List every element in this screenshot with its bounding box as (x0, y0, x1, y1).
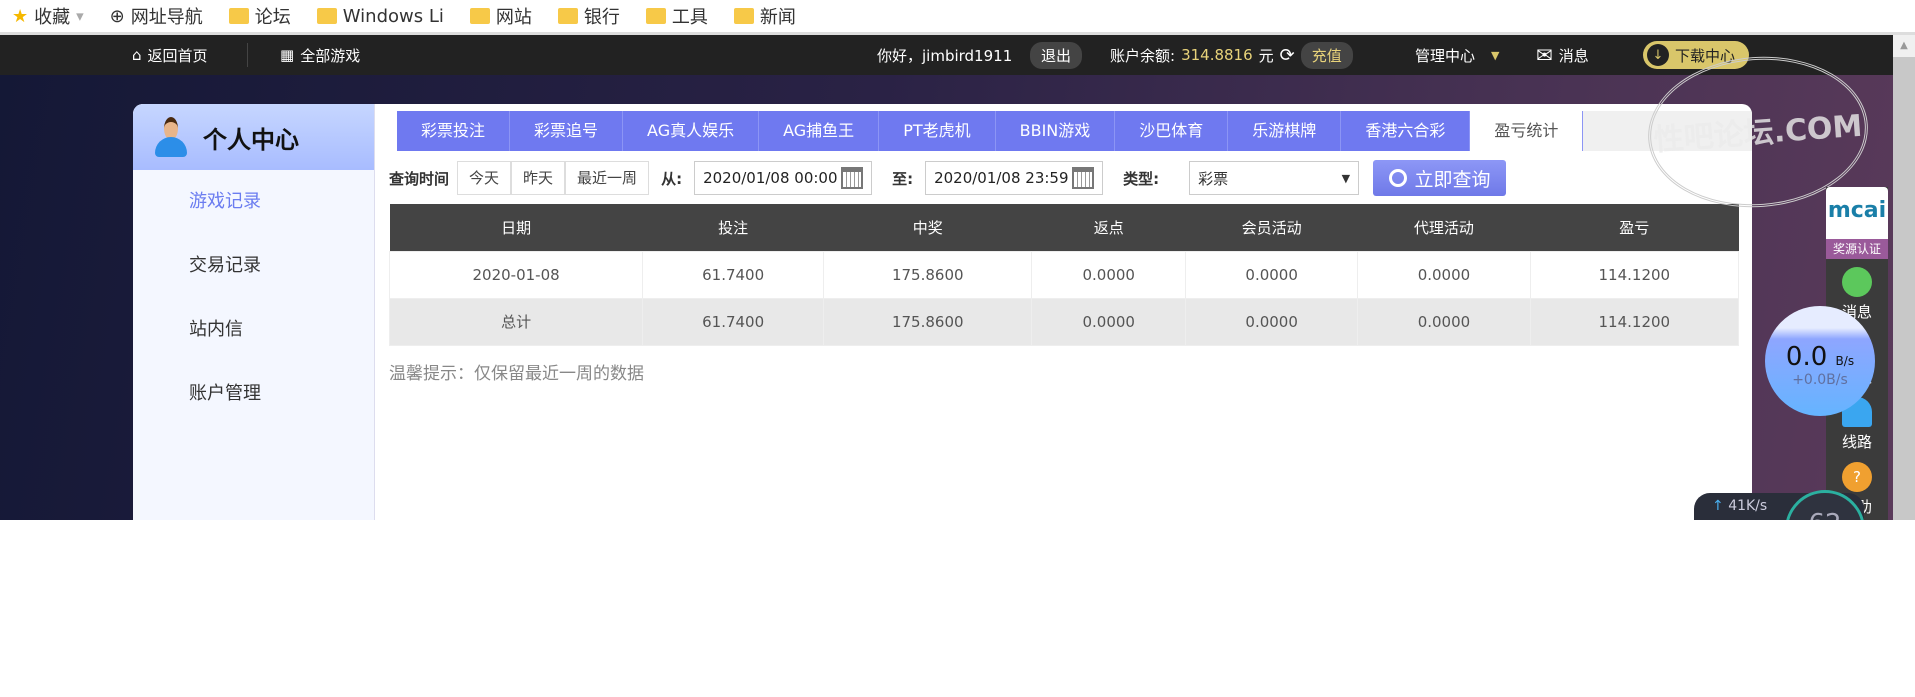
sidebar-header: 个人中心 (133, 104, 374, 170)
caret-down-icon: ▼ (1341, 171, 1351, 185)
tab[interactable]: PT老虎机 (879, 111, 996, 151)
balance: 账户余额: 314.8816 元 ⟳ 充值 (1110, 35, 1353, 75)
tab[interactable]: AG捕鱼王 (759, 111, 880, 151)
messages-link[interactable]: ✉ 消息 (1536, 43, 1589, 67)
page-viewport: ⌂ 返回首页 ▦ 全部游戏 你好，jimbird1911 退出 账户余额: 314.8… (0, 35, 1893, 520)
chat-icon (1842, 267, 1872, 297)
recharge-button[interactable]: 充值 (1300, 41, 1353, 69)
profit-table: 日期 投注 中奖 返点 会员活动 代理活动 盈亏 2020-01-08 61.7400 175.… (388, 204, 1740, 346)
query-label: 查询时间 (389, 169, 450, 188)
arrow-up-icon: ↑ (1712, 498, 1724, 514)
last-week-button[interactable]: 最近一周 (565, 161, 650, 195)
tab[interactable]: 彩票投注 (397, 111, 511, 151)
scrollbar[interactable]: ▲ (1893, 35, 1915, 520)
download-button[interactable]: ↓ 下载中心 (1643, 41, 1750, 69)
caret-down-icon: ▼ (1491, 48, 1500, 62)
bookmarks-bar: ★ 收藏 ▾ ⊕ 网址导航 论坛 Windows Li 网站 银行 工具 新闻 (0, 0, 1915, 35)
bookmark-nav[interactable]: ⊕ 网址导航 (109, 5, 203, 29)
tab[interactable]: 乐游棋牌 (1228, 111, 1342, 151)
bookmark-folder[interactable]: Windows Li (316, 6, 444, 27)
user-avatar-icon (155, 117, 187, 157)
tab[interactable]: 彩票追号 (510, 111, 624, 151)
tab[interactable]: 沙巴体育 (1115, 111, 1229, 151)
table-row: 2020-01-08 61.7400 175.8600 0.0000 0.0000 0.0… (388, 250, 1740, 299)
search-icon (1388, 169, 1407, 187)
calendar-icon[interactable] (1072, 167, 1095, 189)
tab-profit-stats[interactable]: 盈亏统计 (1470, 111, 1584, 151)
download-icon: ↓ (1647, 44, 1669, 66)
tab[interactable]: AG真人娱乐 (623, 111, 760, 151)
refresh-icon[interactable]: ⟳ (1279, 44, 1295, 66)
folder-icon (228, 8, 249, 24)
table-header: 日期 投注 中奖 返点 会员活动 代理活动 盈亏 (389, 204, 1739, 251)
mcai-logo: mcai (1826, 187, 1888, 239)
sidebar-item-inbox[interactable]: 站内信 (189, 319, 243, 340)
bookmark-folder[interactable]: 论坛 (228, 3, 291, 29)
table-total-row: 总计 61.7400 175.8600 0.0000 0.0000 0.0000 114.1… (388, 297, 1740, 346)
folder-icon (645, 8, 666, 24)
divider (247, 43, 248, 67)
folder-icon (316, 8, 337, 24)
cert-label[interactable]: 奖源认证 (1826, 239, 1888, 259)
scroll-up-icon[interactable]: ▲ (1893, 35, 1915, 57)
grid-icon: ▦ (280, 46, 295, 64)
bookmark-folder[interactable]: 新闻 (733, 3, 796, 29)
logout-button[interactable]: 退出 (1030, 41, 1083, 69)
bookmark-favorites[interactable]: ★ 收藏 ▾ (12, 5, 84, 29)
type-select[interactable]: 彩票 ▼ (1189, 161, 1360, 195)
all-games-link[interactable]: ▦ 全部游戏 (280, 46, 361, 65)
folder-icon (469, 8, 490, 24)
top-nav: ⌂ 返回首页 ▦ 全部游戏 你好，jimbird1911 退出 账户余额: 314.8… (0, 35, 1893, 75)
tab-bar: 彩票投注 彩票追号 AG真人娱乐 AG捕鱼王 PT老虎机 BBIN游戏 沙巴体育… (397, 111, 1752, 151)
folder-icon (557, 8, 578, 24)
calendar-icon[interactable] (841, 167, 864, 189)
greeting: 你好，jimbird1911 (877, 46, 1013, 65)
bookmark-folder[interactable]: 工具 (645, 3, 708, 29)
hint-text: 温馨提示：仅保留最近一周的数据 (389, 364, 644, 384)
sidebar-item-transactions[interactable]: 交易记录 (189, 255, 261, 276)
globe-icon: ⊕ (109, 5, 125, 27)
folder-icon (733, 8, 754, 24)
sidebar-item-game-records[interactable]: 游戏记录 (189, 191, 261, 212)
bookmark-folder[interactable]: 银行 (557, 3, 620, 29)
right-floating-bar: mcai 奖源认证 消息 客服 线路 ?帮助 (1826, 187, 1888, 520)
star-icon: ★ (12, 5, 29, 27)
content-panel: 个人中心 游戏记录 交易记录 站内信 账户管理 彩票投注 彩票追号 AG真人娱乐… (133, 104, 1752, 520)
network-monitor-bubble[interactable]: 0.0 B/s +0.0B/s (1765, 306, 1875, 416)
manage-menu[interactable]: 管理中心 ▼ (1415, 46, 1500, 65)
search-button[interactable]: 立即查询 (1373, 160, 1507, 196)
yesterday-button[interactable]: 昨天 (511, 161, 566, 195)
home-link[interactable]: ⌂ 返回首页 (132, 46, 208, 65)
home-icon: ⌂ (132, 46, 142, 64)
bookmark-folder[interactable]: 网站 (469, 3, 532, 29)
help-icon: ? (1842, 462, 1872, 492)
tab[interactable]: 香港六合彩 (1341, 111, 1471, 151)
sidebar: 个人中心 游戏记录 交易记录 站内信 账户管理 (133, 104, 375, 520)
today-button[interactable]: 今天 (457, 161, 512, 195)
to-date-input[interactable]: 2020/01/08 23:59 (925, 161, 1104, 195)
mail-icon: ✉ (1536, 43, 1553, 67)
from-date-input[interactable]: 2020/01/08 00:00 (694, 161, 873, 195)
balance-value: 314.8816 (1181, 46, 1253, 64)
tab[interactable]: BBIN游戏 (995, 111, 1116, 151)
sidebar-item-account[interactable]: 账户管理 (189, 383, 261, 404)
query-bar: 查询时间 今天 昨天 最近一周 从: 2020/01/08 00:00 至: 2… (389, 160, 1507, 196)
